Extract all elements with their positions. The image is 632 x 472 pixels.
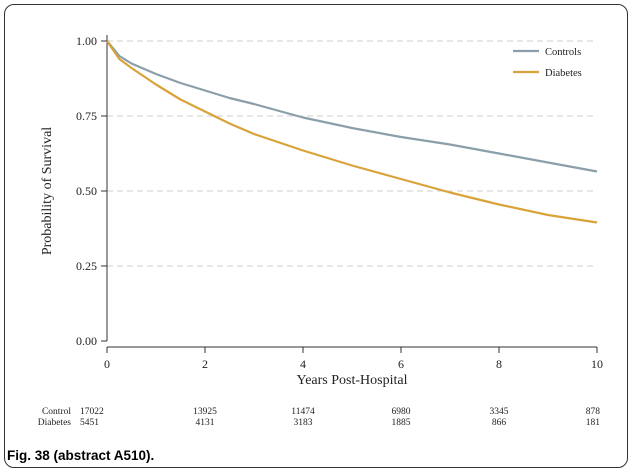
x-tick-label: 8 (496, 357, 502, 371)
survival-chart: 0.00 0.25 0.50 0.75 1.00 0 2 4 6 8 10 Years Post-Ho… (38, 34, 603, 428)
x-tick-label: 4 (300, 357, 306, 371)
risk-value: 3183 (294, 418, 313, 428)
risk-value: 866 (492, 418, 507, 428)
risk-value: 5451 (80, 418, 99, 428)
y-tick-label: 0.75 (76, 109, 97, 123)
y-tick-label: 0.00 (76, 334, 97, 348)
risk-row-label: Diabetes (38, 418, 72, 428)
series-line-diabetes (106, 40, 598, 224)
risk-value: 878 (586, 407, 601, 417)
y-tick-label: 1.00 (76, 34, 97, 48)
x-tick-label: 6 (398, 357, 404, 371)
y-axis-title: Probability of Survival (40, 127, 55, 255)
risk-row-label: Control (42, 407, 71, 417)
series-line-controls (106, 40, 598, 173)
y-tick-label: 0.50 (76, 184, 97, 198)
risk-value: 181 (586, 418, 601, 428)
risk-value: 4131 (196, 418, 215, 428)
risk-value: 1885 (392, 418, 411, 428)
x-tick-label: 2 (202, 357, 208, 371)
x-axis-title: Years Post-Hospital (297, 373, 408, 388)
x-tick-label: 0 (104, 357, 110, 371)
y-tick-label: 0.25 (76, 259, 97, 273)
figure-frame: 0.00 0.25 0.50 0.75 1.00 0 2 4 6 8 10 Years Post-Ho… (4, 4, 628, 468)
figure-caption: Fig. 38 (abstract A510). (7, 448, 155, 463)
risk-value: 3345 (490, 407, 509, 417)
x-tick-label: 10 (591, 357, 603, 371)
legend-label-controls: Controls (545, 47, 581, 58)
legend-label-diabetes: Diabetes (545, 68, 582, 79)
risk-value: 17022 (80, 407, 104, 417)
risk-value: 11474 (291, 407, 315, 417)
risk-value: 6980 (392, 407, 411, 417)
risk-value: 13925 (193, 407, 217, 417)
